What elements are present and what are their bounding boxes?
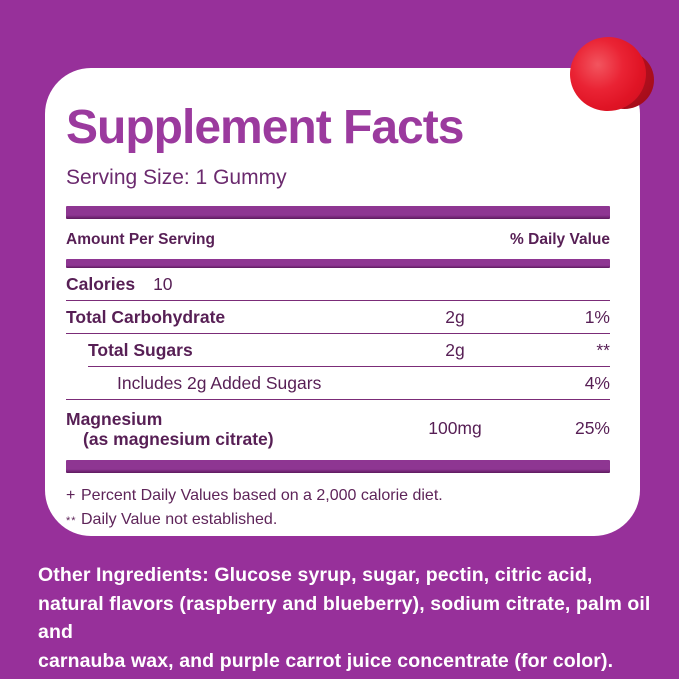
footnote-text: Daily Value not established. xyxy=(81,510,278,528)
row-amount: 100mg xyxy=(428,418,482,439)
row-daily-value: 1% xyxy=(584,306,610,327)
ingredients-label: Other Ingredients: xyxy=(38,564,209,586)
thick-divider-bottom xyxy=(66,459,610,473)
row-daily-value: 4% xyxy=(584,372,610,393)
footnotes: + Percent Daily Values based on a 2,000 … xyxy=(66,484,610,533)
row-divider xyxy=(66,299,610,301)
row-divider xyxy=(88,365,610,367)
table-row-magnesium: Magnesium (as magnesium citrate) 100mg 2… xyxy=(66,400,610,460)
row-name: Calories xyxy=(66,273,136,294)
table-row-total-sugars: Total Sugars 2g ** xyxy=(66,334,610,366)
ingredients-line-1: Other Ingredients: Glucose syrup, sugar,… xyxy=(38,561,653,590)
thick-divider-top xyxy=(66,205,610,219)
table-row-calories: Calories 10 xyxy=(66,268,610,300)
row-divider xyxy=(66,398,610,400)
supplement-facts-card: Supplement Facts Serving Size: 1 Gummy A… xyxy=(45,68,640,536)
row-amount: 2g xyxy=(445,306,465,327)
row-daily-value: 25% xyxy=(574,418,610,439)
row-name: Magnesium (as magnesium citrate) xyxy=(66,409,380,449)
row-name: Total Sugars xyxy=(88,339,193,360)
row-amount: 2g xyxy=(445,339,465,360)
table-row-added-sugars: Includes 2g Added Sugars 4% xyxy=(66,367,610,399)
footnote-text: Percent Daily Values based on a 2,000 ca… xyxy=(81,486,443,504)
red-gummy-icon xyxy=(566,33,654,117)
thick-divider-header xyxy=(66,258,610,268)
serving-size: Serving Size: 1 Gummy xyxy=(66,165,287,189)
row-daily-value: ** xyxy=(596,339,610,360)
row-name: Total Carbohydrate xyxy=(66,306,226,327)
page-title: Supplement Facts xyxy=(66,101,464,154)
row-divider xyxy=(66,332,610,334)
row-value: 10 xyxy=(153,273,173,294)
ingredients-line-3: carnauba wax, and purple carrot juice co… xyxy=(38,649,614,672)
footnote-symbol: + xyxy=(66,486,76,504)
ingredients-line-2: natural flavors (raspberry and blueberry… xyxy=(38,592,651,644)
nutrient-name: Magnesium xyxy=(66,408,163,429)
daily-value-header: % Daily Value xyxy=(510,230,610,248)
nutrient-source: (as magnesium citrate) xyxy=(83,428,274,449)
footnote-daily-values: + Percent Daily Values based on a 2,000 … xyxy=(66,484,610,508)
other-ingredients: Other Ingredients: Glucose syrup, sugar,… xyxy=(38,561,653,675)
ingredients-text: Glucose syrup, sugar, pectin, citric aci… xyxy=(208,564,593,586)
amount-per-serving-header: Amount Per Serving xyxy=(66,230,215,248)
footnote-dv-not-established: ** Daily Value not established. xyxy=(66,508,610,533)
table-row-total-carbohydrate: Total Carbohydrate 2g 1% xyxy=(66,301,610,333)
table-header-row: Amount Per Serving % Daily Value xyxy=(66,219,610,259)
footnote-symbol: ** xyxy=(66,514,77,527)
row-name: Includes 2g Added Sugars xyxy=(117,372,322,393)
